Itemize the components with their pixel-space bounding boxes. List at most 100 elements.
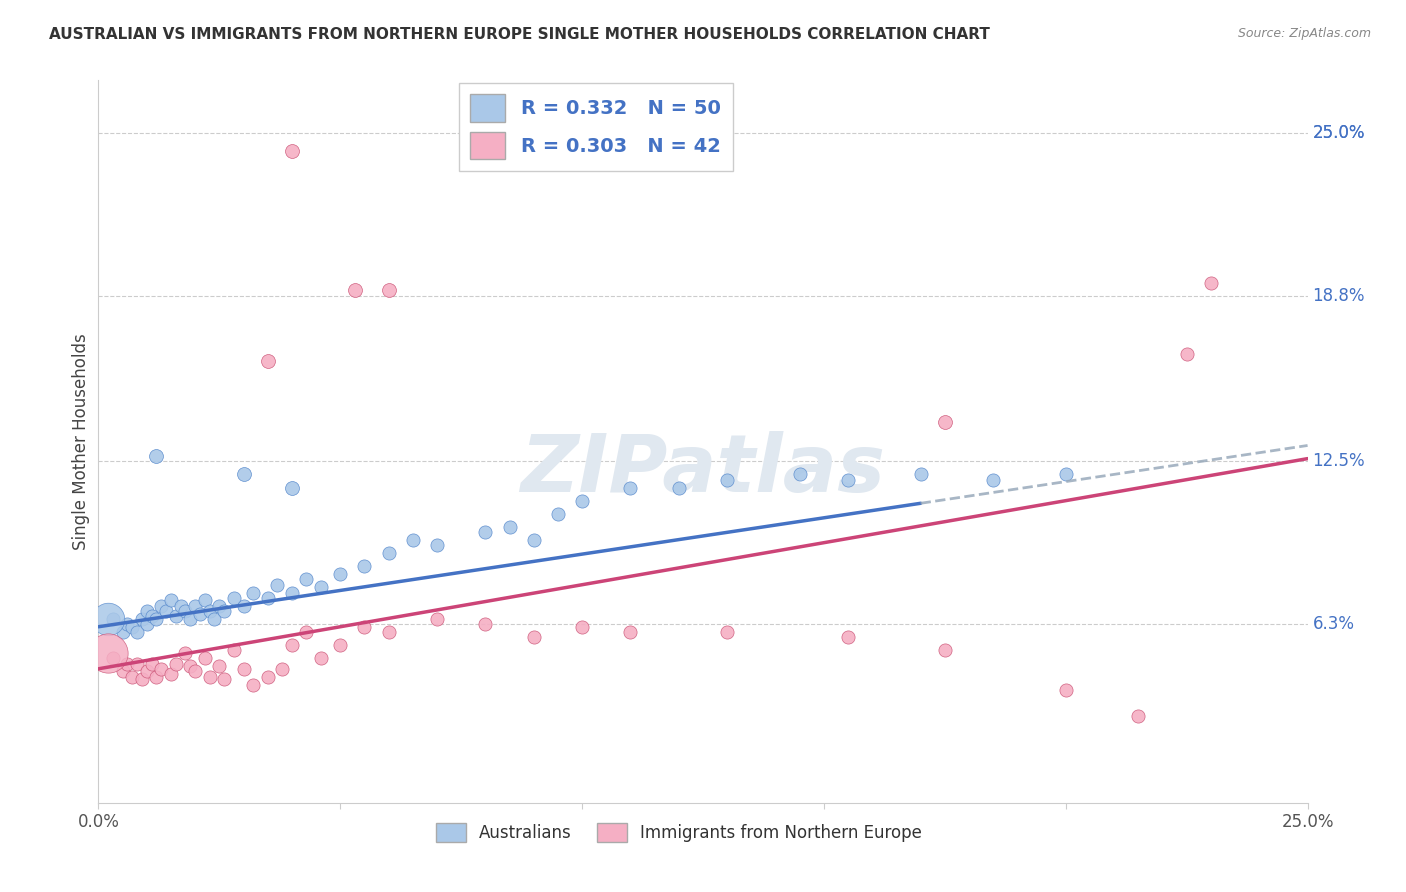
Text: ZIPatlas: ZIPatlas	[520, 432, 886, 509]
Point	[910, 467, 932, 482]
Point	[242, 677, 264, 691]
Point	[184, 665, 207, 679]
Point	[1175, 346, 1198, 360]
Point	[256, 354, 278, 368]
Point	[1054, 467, 1077, 482]
Point	[256, 670, 278, 684]
Point	[165, 609, 187, 624]
Point	[571, 620, 593, 634]
Point	[934, 643, 956, 657]
Point	[97, 612, 120, 626]
Point	[208, 599, 231, 613]
Point	[121, 620, 143, 634]
Point	[160, 667, 183, 681]
Point	[188, 607, 211, 621]
Point	[281, 638, 304, 652]
Point	[127, 625, 149, 640]
Point	[523, 630, 546, 644]
Point	[101, 651, 124, 665]
Point	[353, 559, 375, 574]
Point	[474, 617, 496, 632]
Point	[174, 646, 197, 660]
Point	[295, 573, 318, 587]
Point	[150, 599, 173, 613]
Point	[523, 533, 546, 547]
Y-axis label: Single Mother Households: Single Mother Households	[72, 334, 90, 549]
Point	[281, 481, 304, 495]
Point	[377, 284, 399, 298]
Point	[281, 145, 304, 159]
Point	[111, 625, 134, 640]
Point	[242, 585, 264, 599]
Point	[222, 643, 245, 657]
Point	[934, 415, 956, 429]
Point	[111, 665, 134, 679]
Point	[571, 493, 593, 508]
Point	[204, 612, 226, 626]
Point	[141, 609, 163, 624]
Point	[145, 670, 167, 684]
Point	[1128, 709, 1150, 723]
Point	[402, 533, 425, 547]
Text: 6.3%: 6.3%	[1312, 615, 1354, 633]
Point	[309, 651, 332, 665]
Point	[97, 646, 120, 660]
Point	[208, 659, 231, 673]
Point	[295, 625, 318, 640]
Point	[101, 612, 124, 626]
Point	[165, 657, 187, 671]
Point	[266, 578, 288, 592]
Point	[232, 599, 254, 613]
Point	[117, 617, 139, 632]
Point	[668, 481, 690, 495]
Point	[198, 670, 221, 684]
Point	[716, 625, 738, 640]
Point	[619, 481, 641, 495]
Point	[271, 662, 294, 676]
Point	[145, 612, 167, 626]
Legend: Australians, Immigrants from Northern Europe: Australians, Immigrants from Northern Eu…	[429, 816, 928, 848]
Point	[789, 467, 811, 482]
Point	[619, 625, 641, 640]
Point	[716, 473, 738, 487]
Point	[353, 620, 375, 634]
Point	[474, 525, 496, 540]
Point	[184, 599, 207, 613]
Text: 25.0%: 25.0%	[1312, 124, 1365, 142]
Point	[281, 585, 304, 599]
Point	[256, 591, 278, 605]
Point	[121, 670, 143, 684]
Text: Source: ZipAtlas.com: Source: ZipAtlas.com	[1237, 27, 1371, 40]
Point	[426, 538, 449, 552]
Point	[117, 657, 139, 671]
Point	[155, 604, 177, 618]
Point	[135, 604, 157, 618]
Point	[160, 593, 183, 607]
Point	[150, 662, 173, 676]
Point	[377, 625, 399, 640]
Point	[1199, 276, 1222, 290]
Point	[329, 567, 352, 582]
Point	[377, 546, 399, 560]
Point	[329, 638, 352, 652]
Point	[232, 467, 254, 482]
Point	[309, 580, 332, 594]
Text: 25.0%: 25.0%	[1312, 124, 1365, 142]
Point	[837, 630, 859, 644]
Point	[194, 593, 217, 607]
Point	[179, 612, 201, 626]
Point	[141, 657, 163, 671]
Point	[981, 473, 1004, 487]
Point	[1054, 682, 1077, 697]
Point	[135, 617, 157, 632]
Text: 12.5%: 12.5%	[1312, 452, 1365, 470]
Point	[222, 591, 245, 605]
Point	[547, 507, 569, 521]
Point	[426, 612, 449, 626]
Text: 18.8%: 18.8%	[1312, 286, 1365, 305]
Point	[212, 604, 235, 618]
Point	[145, 449, 167, 463]
Point	[198, 604, 221, 618]
Point	[837, 473, 859, 487]
Point	[194, 651, 217, 665]
